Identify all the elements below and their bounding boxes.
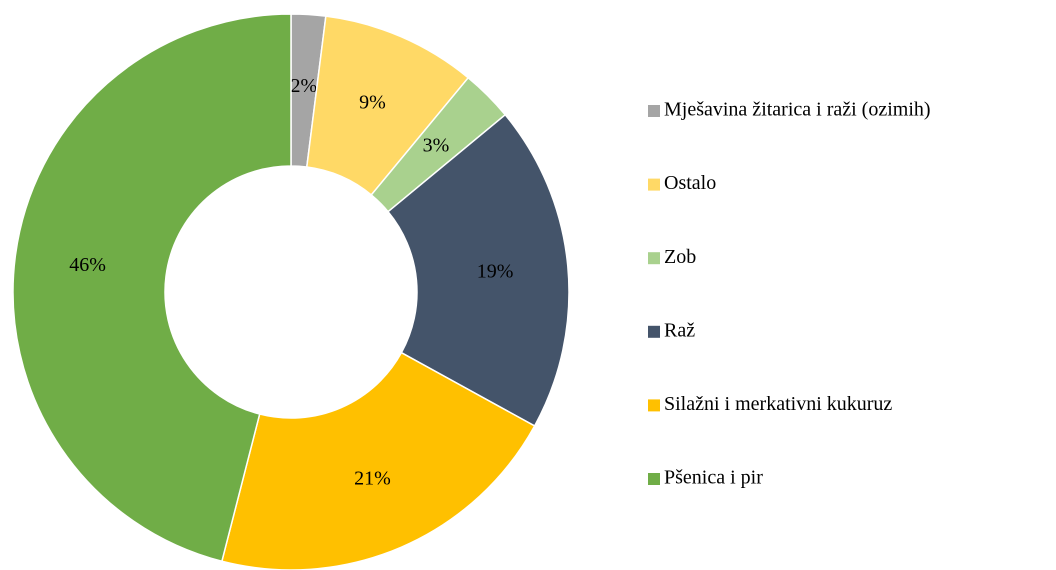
legend-label: Ostalo [664, 172, 716, 194]
data-label: 9% [359, 91, 386, 113]
donut-slice [387, 113, 570, 427]
data-label: 19% [477, 260, 514, 282]
legend-swatch [648, 325, 660, 338]
donut-slice [220, 351, 536, 570]
data-label: 46% [69, 254, 106, 276]
legend-swatch [648, 178, 660, 191]
legend-label: Raž [664, 319, 695, 341]
legend-swatch [648, 473, 660, 485]
data-label: 2% [291, 75, 318, 97]
data-label: 21% [354, 468, 391, 490]
legend-label: Pšenica i pir [664, 467, 763, 489]
legend-label: Silažni i merkativni kukuruz [664, 393, 892, 415]
legend-swatch [648, 252, 660, 265]
legend-label: Zob [664, 246, 696, 268]
legend-swatch [648, 399, 660, 412]
data-label: 3% [423, 135, 450, 157]
legend-label: Mješavina žitarica i raži (ozimih) [664, 99, 931, 121]
legend-swatch [648, 105, 660, 117]
donut-slice [12, 13, 292, 563]
